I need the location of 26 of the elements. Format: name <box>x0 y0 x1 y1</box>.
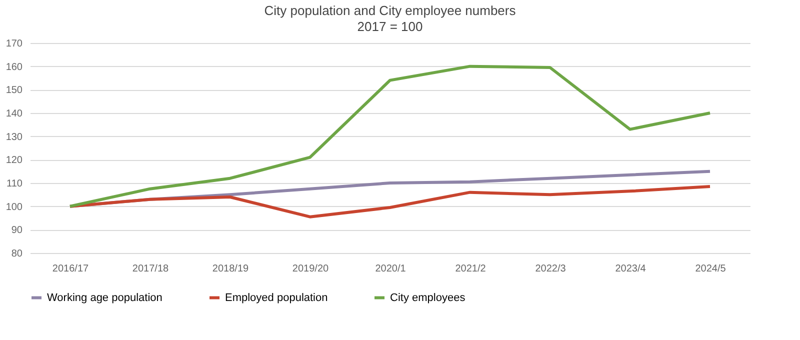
legend-label: City employees <box>390 292 466 304</box>
x-tick-label: 2019/20 <box>292 264 330 274</box>
x-tick-label: 2016/17 <box>52 264 90 274</box>
legend-label: Working age population <box>47 292 162 304</box>
y-tick-label: 140 <box>6 108 23 120</box>
line-series <box>68 64 712 208</box>
y-tick-label: 150 <box>6 85 23 96</box>
x-tick-label: 2024/5 <box>695 264 726 274</box>
chart-title: City population and City employee numbers <box>264 3 516 18</box>
y-tick-label: 160 <box>6 62 23 73</box>
x-tick-label: 2022/3 <box>535 264 566 274</box>
y-tick-label: 170 <box>6 38 23 50</box>
y-tick-label: 130 <box>6 132 23 143</box>
y-tick-label: 110 <box>6 178 23 190</box>
chart-subtitle: 2017 = 100 <box>357 19 423 34</box>
legend-label: Employed population <box>225 292 328 304</box>
x-tick-label: 2023/4 <box>615 264 646 274</box>
x-tick-label: 2017/18 <box>132 264 170 274</box>
y-tick-label: 120 <box>6 155 23 166</box>
x-tick-label: 2021/2 <box>455 264 486 274</box>
y-tick-label: 80 <box>11 248 23 260</box>
y-tick-label: 90 <box>11 225 23 236</box>
line-series <box>68 185 712 218</box>
y-tick-label: 100 <box>6 202 23 213</box>
x-tick-label: 2020/1 <box>375 264 406 274</box>
x-tick-label: 2018/19 <box>212 264 250 274</box>
